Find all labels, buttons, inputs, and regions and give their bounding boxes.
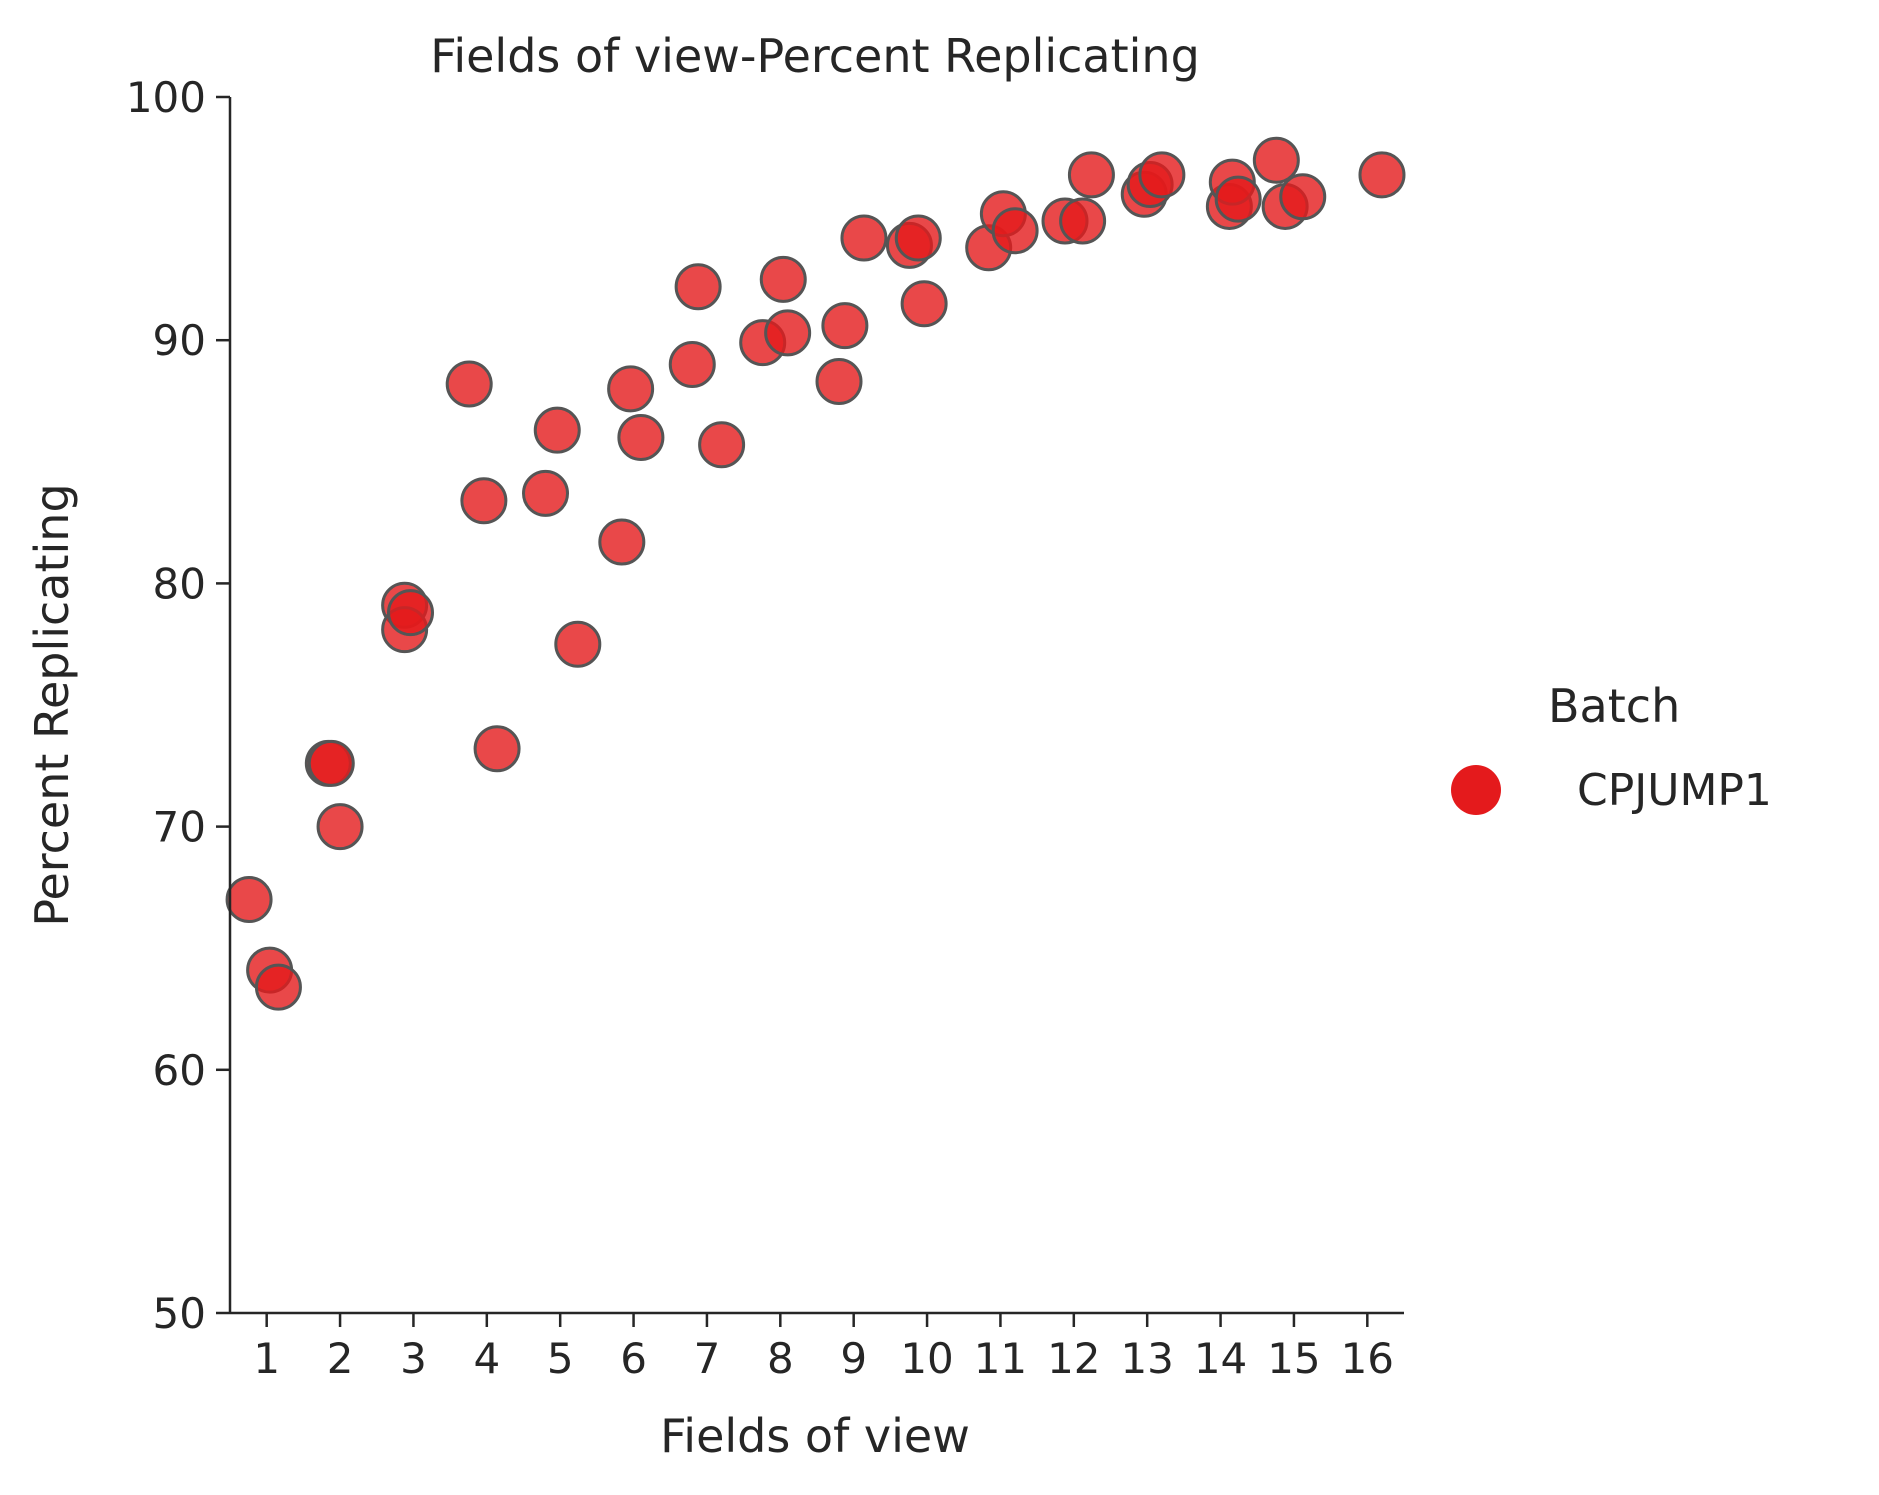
legend-marker-cpjump1 [1451, 765, 1501, 815]
y-axis-label: Percent Replicating [25, 483, 79, 926]
x-axis-label: Fields of view [660, 1409, 970, 1463]
x-tick-label: 13 [1120, 1334, 1173, 1383]
legend-label-cpjump1: CPJUMP1 [1577, 765, 1772, 816]
y-tick-label: 70 [153, 803, 206, 852]
data-point [698, 421, 746, 469]
x-tick-label: 4 [473, 1334, 500, 1383]
data-point [1214, 175, 1262, 223]
data-point [1138, 151, 1186, 199]
y-tick-label: 80 [153, 559, 206, 608]
data-point [533, 406, 581, 454]
y-axis-ticks: 50 60 70 80 90 100 [126, 73, 230, 1338]
legend: Batch CPJUMP1 [1451, 679, 1772, 816]
data-point [815, 358, 863, 406]
data-point [445, 360, 493, 408]
data-point [1059, 197, 1107, 245]
x-tick-label: 16 [1341, 1334, 1394, 1383]
data-point [764, 309, 812, 357]
data-point [522, 469, 570, 517]
x-axis-ticks: 1 2 3 4 5 6 7 8 9 10 11 12 13 14 15 16 [253, 1313, 1394, 1383]
data-point [674, 263, 722, 311]
data-point [225, 876, 273, 924]
x-tick-label: 7 [694, 1334, 721, 1383]
data-point [1279, 173, 1327, 221]
x-tick-label: 15 [1267, 1334, 1320, 1383]
x-tick-label: 1 [253, 1334, 280, 1383]
data-point [668, 341, 716, 389]
data-point [1252, 136, 1300, 184]
x-tick-label: 3 [400, 1334, 427, 1383]
data-point [1358, 151, 1406, 199]
data-point [254, 963, 302, 1011]
x-tick-label: 11 [974, 1334, 1027, 1383]
plot-area [225, 136, 1406, 1011]
x-tick-label: 10 [900, 1334, 953, 1383]
y-tick-label: 90 [153, 316, 206, 365]
y-tick-label: 50 [153, 1289, 206, 1338]
x-tick-label: 5 [547, 1334, 574, 1383]
x-tick-label: 14 [1194, 1334, 1247, 1383]
x-tick-label: 6 [620, 1334, 647, 1383]
data-point [840, 214, 888, 262]
x-tick-label: 8 [767, 1334, 794, 1383]
data-point [991, 207, 1039, 255]
data-point [460, 477, 508, 525]
data-point [387, 589, 435, 637]
data-point [307, 739, 355, 787]
chart-title: Fields of view-Percent Replicating [430, 29, 1200, 83]
data-point [554, 620, 602, 668]
data-point [821, 302, 869, 350]
x-tick-label: 9 [840, 1334, 867, 1383]
data-point [900, 280, 948, 328]
data-point [316, 803, 364, 851]
data-point [759, 255, 807, 303]
legend-title: Batch [1548, 679, 1680, 733]
data-point [1067, 151, 1115, 199]
x-tick-label: 2 [327, 1334, 354, 1383]
data-point [607, 365, 655, 413]
x-tick-label: 12 [1047, 1334, 1100, 1383]
y-tick-label: 100 [126, 73, 206, 122]
data-point [473, 725, 521, 773]
y-tick-label: 60 [153, 1046, 206, 1095]
data-point [894, 214, 942, 262]
data-point [598, 518, 646, 566]
data-point [617, 413, 665, 461]
